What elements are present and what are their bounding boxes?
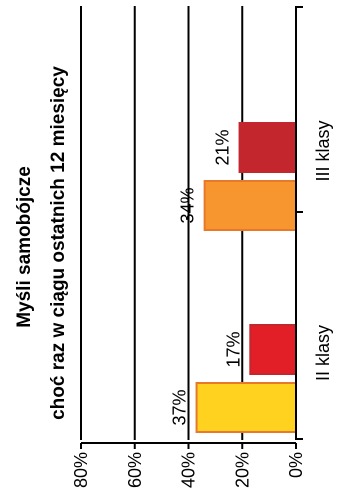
bar-iii-klasy-0 xyxy=(203,180,297,231)
value-label-ii-klasy-1: 17% xyxy=(223,331,243,367)
tick-label-20: 20% xyxy=(232,452,252,488)
bar-iii-klasy-1 xyxy=(238,122,297,173)
bar-ii-klasy-1 xyxy=(249,324,297,375)
tick-label-80: 80% xyxy=(71,452,91,488)
chart-subtitle: choć raz w ciągu ostatnich 12 miesięcy xyxy=(48,66,69,420)
value-label-ii-klasy-0: 37% xyxy=(170,389,190,425)
bar-ii-klasy-0 xyxy=(195,382,297,433)
tick-label-40: 40% xyxy=(179,452,199,488)
category-label-1: III klasy xyxy=(313,120,333,181)
value-label-iii-klasy-0: 34% xyxy=(178,187,198,223)
tick-label-0: 0% xyxy=(286,452,306,478)
chart-title: Myśli samobójcze xyxy=(14,166,35,328)
category-label-0: II klasy xyxy=(313,325,333,381)
value-label-iii-klasy-1: 21% xyxy=(213,129,233,165)
tick-label-60: 60% xyxy=(125,452,145,488)
